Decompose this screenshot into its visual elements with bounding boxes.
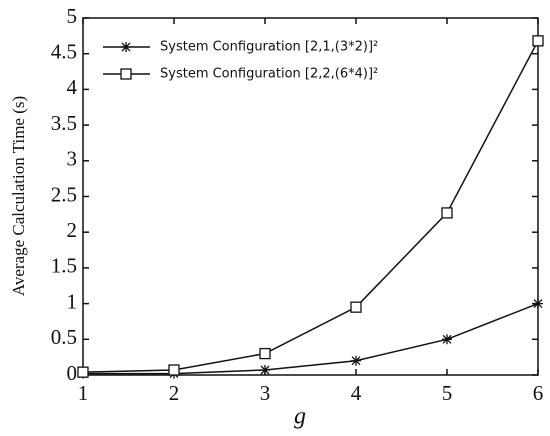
y-tick-label: 4.5 [51, 40, 77, 64]
marker [351, 355, 361, 366]
marker [532, 35, 544, 47]
legend-marker [120, 68, 132, 80]
x-tick-label: 2 [169, 381, 180, 405]
y-axis-label: Average Calculation Time (s) [9, 96, 28, 296]
y-tick-label: 1 [67, 289, 78, 313]
x-tick-label: 6 [533, 381, 544, 405]
y-tick-label: 1.5 [51, 254, 77, 278]
marker [350, 301, 362, 313]
x-tick-label: 1 [78, 381, 89, 405]
series-line [83, 302, 539, 375]
y-tick-label: 5 [67, 4, 78, 28]
y-tick-label: 0.5 [51, 325, 77, 349]
y-tick-label: 3 [67, 147, 78, 171]
x-tick-label: 4 [351, 381, 362, 405]
y-tick-label: 2.5 [51, 182, 77, 206]
marker [260, 365, 270, 376]
x-axis-label: g [294, 404, 306, 430]
marker [168, 364, 180, 376]
y-tick-label: 0 [67, 361, 78, 385]
y-tick-label: 3.5 [51, 111, 77, 135]
legend-label: System Configuration [2,1,(3*2)]² [160, 40, 378, 55]
series-line [82, 40, 539, 373]
marker [259, 347, 271, 360]
legend-marker [121, 42, 131, 52]
marker [441, 207, 453, 219]
x-tick-label: 5 [442, 381, 453, 405]
x-tick-label: 3 [260, 381, 271, 405]
marker [442, 334, 452, 345]
y-tick-label: 2 [67, 218, 78, 242]
marker [533, 298, 543, 309]
legend-label: System Configuration [2,2,(6*4)]² [160, 67, 378, 82]
y-tick-label: 4 [67, 75, 78, 99]
marker [77, 366, 89, 378]
